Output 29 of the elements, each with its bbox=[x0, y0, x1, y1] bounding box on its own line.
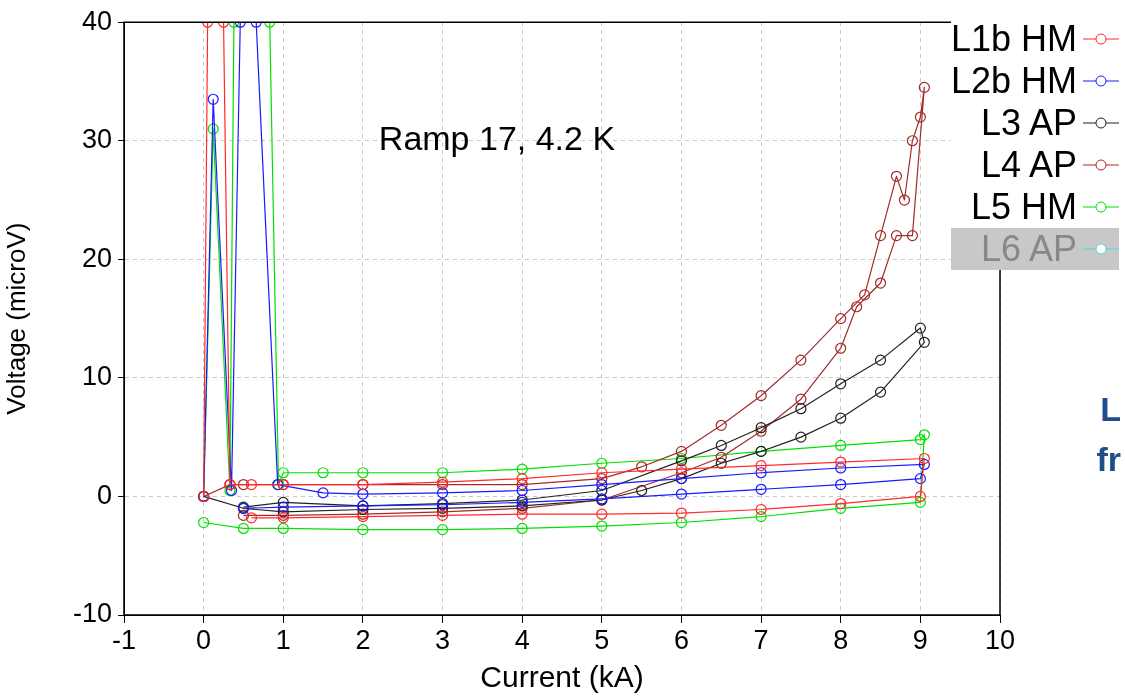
legend-label: L6 AP bbox=[980, 228, 1077, 270]
y-tick-label: 0 bbox=[96, 479, 112, 510]
legend-label: L5 HM bbox=[970, 186, 1077, 228]
x-tick-label: 8 bbox=[833, 624, 849, 655]
y-tick-label: 20 bbox=[81, 242, 112, 273]
x-tick-label: 7 bbox=[753, 624, 769, 655]
x-tick-label: 9 bbox=[912, 624, 928, 655]
x-tick-label: 1 bbox=[275, 624, 291, 655]
y-tick-label: -10 bbox=[72, 598, 112, 629]
x-tick-label: 10 bbox=[984, 624, 1016, 655]
legend-label: L1b HM bbox=[950, 18, 1077, 60]
text: L bbox=[1100, 390, 1121, 429]
x-tick-label: 2 bbox=[355, 624, 371, 655]
x-tick-label: 4 bbox=[514, 624, 530, 655]
x-tick-label: -1 bbox=[111, 624, 137, 655]
x-tick-label: 0 bbox=[196, 624, 212, 655]
x-tick-label: 5 bbox=[594, 624, 610, 655]
legend-label: L3 AP bbox=[980, 102, 1077, 144]
x-tick-label: 6 bbox=[673, 624, 689, 655]
y-tick-label: 10 bbox=[81, 361, 112, 392]
x-tick-label: 3 bbox=[435, 624, 451, 655]
y-tick-label: 40 bbox=[81, 5, 112, 36]
text: fr bbox=[1096, 440, 1121, 479]
y-axis-title: Voltage (microV) bbox=[0, 222, 31, 415]
legend-label: L4 AP bbox=[980, 144, 1077, 186]
y-tick-label: 30 bbox=[81, 124, 112, 155]
x-axis-title: Current (kA) bbox=[480, 660, 644, 694]
annotation: Ramp 17, 4.2 K bbox=[378, 119, 616, 158]
legend-label: L2b HM bbox=[950, 60, 1077, 102]
